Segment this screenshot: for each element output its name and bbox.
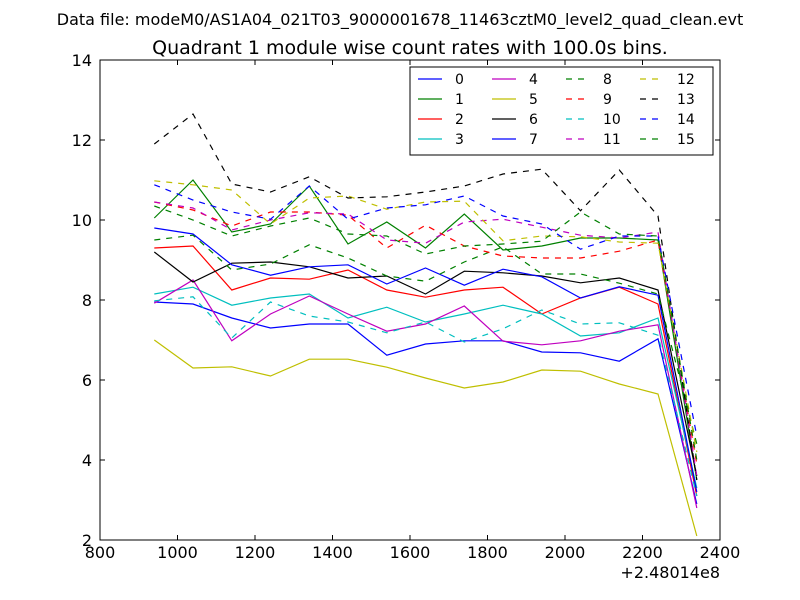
x-tick-label: 1800 [467, 543, 508, 562]
series-line-14 [154, 184, 698, 437]
x-tick-label: 800 [85, 543, 116, 562]
legend-label-10: 10 [603, 112, 621, 128]
y-tick-label: 14 [72, 51, 92, 70]
series-line-12 [154, 180, 698, 453]
legend-label-6: 6 [529, 112, 538, 128]
legend-label-12: 12 [677, 72, 695, 88]
chart-title: Quadrant 1 module wise count rates with … [152, 37, 668, 59]
x-tick-label: 1200 [235, 543, 276, 562]
series-line-6 [153, 251, 698, 477]
series-line-4 [153, 279, 698, 509]
legend-label-7: 7 [529, 132, 538, 148]
x-tick-label: 2400 [700, 543, 741, 562]
y-tick-label: 10 [72, 211, 92, 230]
y-tick-label: 8 [82, 291, 92, 310]
series-line-2 [154, 245, 698, 497]
legend-label-5: 5 [529, 92, 538, 108]
legend-label-11: 11 [603, 132, 621, 148]
legend-label-9: 9 [603, 92, 612, 108]
series-line-0 [154, 301, 698, 505]
x-tick-label: 1600 [390, 543, 431, 562]
y-tick-label: 2 [82, 531, 92, 550]
series-line-9 [154, 201, 698, 465]
series-line-3 [154, 286, 698, 489]
legend-label-13: 13 [677, 92, 695, 108]
legend-box [409, 66, 714, 156]
series-lines [153, 113, 698, 537]
series-line-1 [153, 179, 698, 481]
legend-label-14: 14 [677, 112, 695, 128]
legend-label-8: 8 [603, 72, 612, 88]
x-tick-label: 1000 [157, 543, 198, 562]
legend-label-2: 2 [455, 112, 464, 128]
series-line-7 [154, 227, 698, 493]
x-tick-label: 1400 [312, 543, 353, 562]
legend-label-3: 3 [455, 132, 464, 148]
series-line-8 [154, 234, 698, 445]
series-line-13 [153, 113, 698, 481]
y-tick-label: 4 [82, 451, 92, 470]
series-line-11 [154, 201, 698, 477]
y-tick-label: 6 [82, 371, 92, 390]
axis-ticks: 800 1000 1200 1400 1600 1800 2000 2200 2400 2 4 6 8 1… [72, 51, 741, 562]
legend-label-15: 15 [677, 132, 695, 148]
legend-label-1: 1 [455, 92, 464, 108]
x-offset-label: +2.48014e8 [620, 563, 720, 582]
x-tick-label: 2000 [545, 543, 586, 562]
legend-label-4: 4 [529, 72, 538, 88]
data-file-label: Data file: modeM0/AS1A04_021T03_90000016… [57, 10, 743, 30]
x-tick-label: 2200 [622, 543, 663, 562]
series-line-5 [153, 339, 698, 537]
series-line-15 [154, 205, 698, 461]
y-tick-label: 12 [72, 131, 92, 150]
series-line-10 [154, 296, 698, 497]
legend-label-0: 0 [455, 72, 464, 88]
